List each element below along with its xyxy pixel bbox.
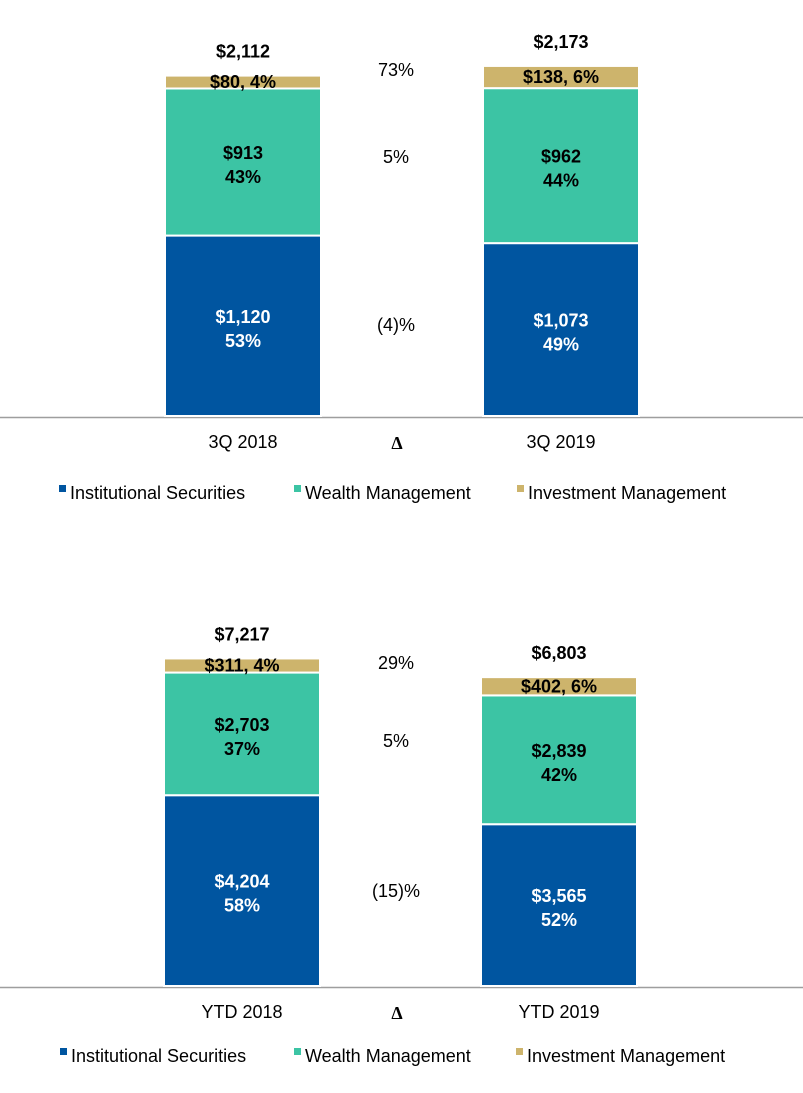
- legend-swatch: [59, 485, 66, 492]
- bar-stack-ytd-2019: $3,565 52% $2,839 42% $402, 6% $6,803: [480, 643, 638, 987]
- legend-item-institutional: Institutional Securities: [60, 1046, 246, 1066]
- bar-value-label: $4,204: [214, 872, 269, 892]
- bar-value-label: $913: [223, 143, 263, 163]
- legend-swatch: [516, 1048, 523, 1055]
- x-tick-label: 3Q 2019: [526, 432, 595, 452]
- chart-legend: Institutional Securities Wealth Managemen…: [59, 483, 726, 503]
- chart-panel-1: $1,120 53% $913 43% $80, 4% $2,112 3Q 2018 $1,0…: [0, 32, 803, 503]
- bar-percent-label: 42%: [541, 765, 577, 785]
- legend-swatch: [60, 1048, 67, 1055]
- bar-value-label: $2,839: [531, 741, 586, 761]
- bar-stack-ytd-2018: $4,204 58% $2,703 37% $311, 4% $7,217: [163, 624, 321, 987]
- bar-segment-investment: [163, 657, 321, 674]
- legend-swatch: [517, 485, 524, 492]
- legend-label: Institutional Securities: [71, 1046, 246, 1066]
- bar-segment-investment: [164, 74, 322, 90]
- bar-segment-institutional: [163, 794, 321, 987]
- legend-swatch: [294, 485, 301, 492]
- bar-segment-investment: [482, 64, 640, 90]
- legend-label: Investment Management: [528, 483, 726, 503]
- legend-label: Institutional Securities: [70, 483, 245, 503]
- bar-percent-label: 37%: [224, 739, 260, 759]
- bar-percent-label: 52%: [541, 910, 577, 930]
- bar-segment-institutional: [482, 242, 640, 417]
- delta-value-wealth: 5%: [383, 147, 409, 167]
- legend-label: Investment Management: [527, 1046, 725, 1066]
- chart-legend: Institutional Securities Wealth Managemen…: [60, 1046, 725, 1066]
- bar-total-label: $6,803: [531, 643, 586, 663]
- bar-value-label: $3,565: [531, 886, 586, 906]
- delta-value-investment: 73%: [378, 60, 414, 80]
- delta-header: Δ: [391, 433, 402, 453]
- bar-segment-wealth: [480, 694, 638, 826]
- delta-value-institutional: (4)%: [377, 315, 415, 335]
- bar-segment-institutional: [164, 234, 322, 417]
- bar-total-label: $7,217: [214, 624, 269, 644]
- bar-value-label: $1,120: [215, 307, 270, 327]
- bar-value-label: $2,703: [214, 715, 269, 735]
- bar-total-label: $2,112: [216, 42, 270, 62]
- bar-percent-label: 58%: [224, 896, 260, 916]
- bar-percent-label: 49%: [543, 335, 579, 355]
- delta-header: Δ: [391, 1003, 402, 1023]
- delta-value-institutional: (15)%: [372, 881, 420, 901]
- bar-value-label: $1,073: [533, 311, 588, 331]
- bar-value-label: $311, 4%: [204, 656, 279, 676]
- bar-stack-3q-2018: $1,120 53% $913 43% $80, 4% $2,112: [164, 42, 322, 417]
- bar-value-label: $402, 6%: [521, 676, 597, 696]
- legend-item-institutional: Institutional Securities: [59, 483, 245, 503]
- legend-item-wealth: Wealth Management: [294, 1046, 471, 1066]
- bar-value-label: $962: [541, 147, 581, 167]
- bar-percent-label: 53%: [225, 331, 261, 351]
- bar-value-label: $80, 4%: [210, 72, 276, 92]
- legend-swatch: [294, 1048, 301, 1055]
- legend-label: Wealth Management: [305, 1046, 471, 1066]
- delta-value-wealth: 5%: [383, 731, 409, 751]
- x-tick-label: YTD 2018: [201, 1002, 282, 1022]
- bar-segment-investment: [480, 676, 638, 697]
- legend-item-investment: Investment Management: [516, 1046, 725, 1066]
- bar-segment-wealth: [164, 87, 322, 237]
- bar-percent-label: 43%: [225, 167, 261, 187]
- delta-value-investment: 29%: [378, 653, 414, 673]
- legend-item-investment: Investment Management: [517, 483, 726, 503]
- chart-panel-2: $4,204 58% $2,703 37% $311, 4% $7,217 YTD 2018…: [0, 624, 803, 1066]
- legend-label: Wealth Management: [305, 483, 471, 503]
- bar-segment-wealth: [482, 87, 640, 245]
- bar-stack-3q-2019: $1,073 49% $962 44% $138, 6% $2,173: [482, 32, 640, 417]
- bar-percent-label: 44%: [543, 171, 579, 191]
- legend-item-wealth: Wealth Management: [294, 483, 471, 503]
- x-tick-label: 3Q 2018: [208, 432, 277, 452]
- bar-value-label: $138, 6%: [523, 67, 599, 87]
- x-tick-label: YTD 2019: [518, 1002, 599, 1022]
- bar-total-label: $2,173: [533, 32, 588, 52]
